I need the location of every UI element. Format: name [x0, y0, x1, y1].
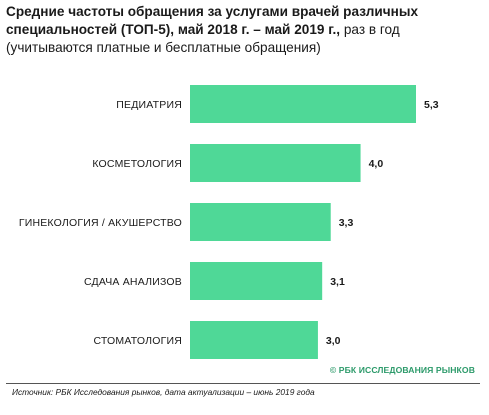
chart-title-unit: раз в год (учитываются платные и бесплат…	[6, 22, 400, 55]
value-label: 3,3	[339, 217, 354, 229]
bar	[190, 262, 323, 300]
category-label: ГИНЕКОЛОГИЯ / АКУШЕРСТВО	[19, 217, 182, 229]
category-label: СТОМАТОЛОГИЯ	[93, 335, 182, 347]
value-label: 3,1	[330, 276, 345, 288]
chart-title: Средние частоты обращения за услугами вр…	[6, 3, 484, 57]
chart-title-bold: Средние частоты обращения за услугами вр…	[6, 4, 419, 37]
source-divider	[6, 383, 480, 384]
category-label: СДАЧА АНАЛИЗОВ	[84, 276, 182, 288]
category-label: КОСМЕТОЛОГИЯ	[92, 158, 182, 170]
bar	[190, 144, 361, 182]
bar	[190, 321, 318, 359]
value-label: 4,0	[369, 158, 384, 170]
value-label: 3,0	[326, 335, 341, 347]
bar	[190, 203, 331, 241]
bar	[190, 85, 416, 123]
category-label: ПЕДИАТРИЯ	[116, 99, 182, 111]
value-label: 5,3	[424, 99, 439, 111]
watermark-copyright: © РБК ИССЛЕДОВАНИЯ РЫНКОВ	[329, 365, 475, 375]
source-note: Источник: РБК Исследования рынков, дата …	[12, 387, 315, 397]
